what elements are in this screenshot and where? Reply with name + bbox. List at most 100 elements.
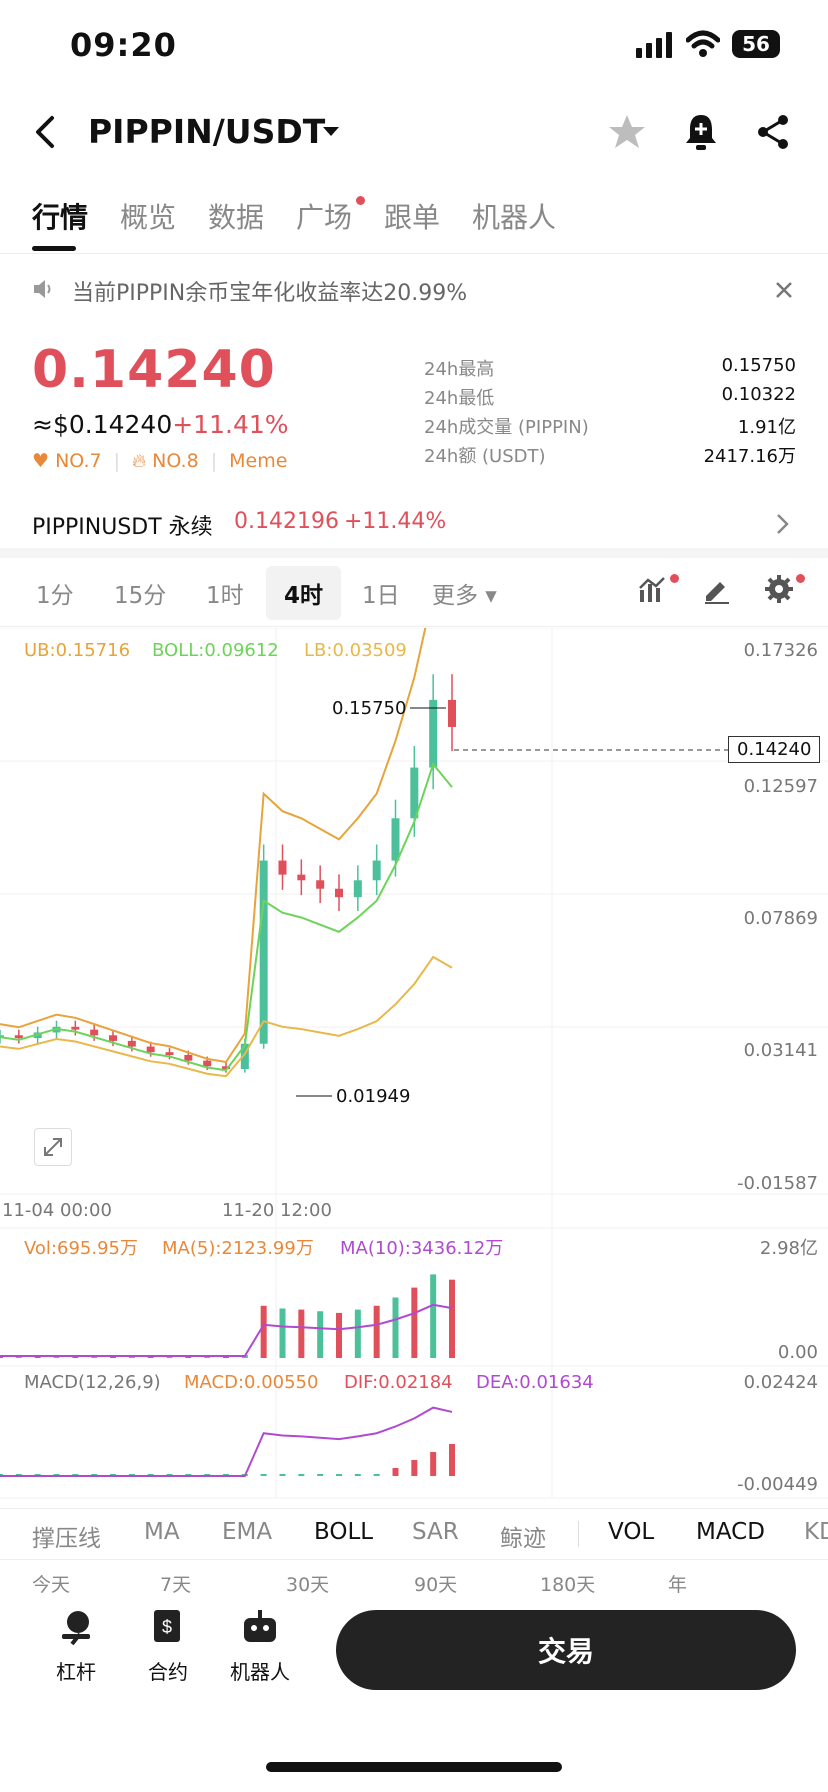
candle-body (71, 1026, 80, 1030)
price-axis-tick: -0.01587 (737, 1173, 818, 1194)
boll-mid-label: BOLL:0.09612 (152, 640, 279, 661)
back-icon[interactable] (30, 114, 60, 150)
candle-body (14, 1035, 23, 1039)
candle-body (278, 860, 287, 875)
macd-bars (0, 1406, 455, 1477)
tab-square[interactable]: 广场 (296, 201, 353, 234)
contract-icon: $ (154, 1610, 180, 1642)
macd-axis-top: 0.02424 (743, 1372, 818, 1393)
trade-button[interactable]: 交易 (336, 1610, 796, 1690)
time-axis-tick: 11-20 12:00 (222, 1200, 332, 1221)
volume-bar (336, 1312, 342, 1358)
draw-pen-icon[interactable] (702, 574, 732, 604)
divider (0, 626, 828, 627)
period-7d[interactable]: 7天 (160, 1574, 192, 1596)
grid (0, 627, 828, 1499)
timeframe-1d[interactable]: 1日 (362, 583, 400, 609)
speaker-icon (34, 280, 51, 298)
period-bar: 今天 7天 30天 90天 180天 年 (0, 1570, 828, 1600)
period-90d[interactable]: 90天 (414, 1574, 458, 1596)
period-30d[interactable]: 30天 (286, 1574, 330, 1596)
indicator-macd[interactable]: MACD (696, 1519, 765, 1545)
candle-body (146, 1046, 155, 1053)
candle-body (448, 699, 456, 727)
category-tag[interactable]: Meme (229, 450, 288, 472)
stat-value: 2417.16万 (703, 446, 796, 467)
rank-tag-2[interactable]: NO.8 (152, 450, 199, 472)
indicator-boll[interactable]: BOLL (314, 1519, 374, 1545)
macd-bar (336, 1474, 342, 1476)
stat-label: 24h最低 (424, 388, 495, 409)
macd-bar (298, 1474, 305, 1476)
candle-body (184, 1055, 193, 1061)
indicator-support[interactable]: 撑压线 (32, 1526, 101, 1552)
settings-gear-icon[interactable] (764, 574, 794, 604)
macd-dea: DEA:0.01634 (476, 1372, 594, 1393)
volume-bar (430, 1274, 437, 1358)
volume-bar (279, 1308, 286, 1358)
macd-bar (392, 1468, 399, 1476)
timeframe-15m[interactable]: 15分 (114, 583, 167, 609)
timeframe-4h[interactable]: 4时 (266, 566, 342, 620)
last-price: 0.14240 (32, 340, 276, 400)
chevron-down-icon[interactable] (322, 126, 340, 138)
vol-axis-top: 2.98亿 (759, 1238, 818, 1259)
candle-body (372, 860, 381, 881)
pair-title[interactable]: PIPPIN/USDT (88, 112, 326, 151)
volume-bar (260, 1305, 267, 1358)
indicator-kd[interactable]: KD (804, 1519, 828, 1545)
boll-upper-line (0, 590, 453, 1064)
candle-body (259, 860, 268, 1044)
stat-value: 1.91亿 (737, 417, 796, 438)
indicator-whale[interactable]: 鲸迹 (500, 1526, 546, 1552)
fullscreen-button[interactable] (34, 1128, 72, 1166)
time-axis-tick: 11-04 00:00 (2, 1200, 112, 1221)
timeframe-more[interactable]: 更多 ▾ (432, 583, 497, 609)
tab-overview[interactable]: 概览 (120, 201, 177, 234)
share-icon[interactable] (756, 114, 790, 150)
bell-add-icon[interactable] (684, 112, 718, 152)
indicator-ema[interactable]: EMA (222, 1519, 273, 1545)
notice-bar[interactable]: 当前PIPPIN余币宝年化收益率达20.99% (0, 268, 828, 312)
perp-row[interactable]: PIPPINUSDT 永续 0.142196 +11.44% (0, 505, 828, 551)
bot-label: 机器人 (230, 1660, 290, 1684)
price-axis-tick: 0.17326 (743, 640, 818, 661)
volume-bar (411, 1287, 418, 1358)
tab-market[interactable]: 行情 (32, 201, 89, 234)
timeframe-1m[interactable]: 1分 (36, 583, 74, 609)
close-icon[interactable] (774, 280, 794, 300)
period-1y[interactable]: 年 (668, 1574, 688, 1596)
tab-data[interactable]: 数据 (208, 201, 265, 234)
indicator-ma[interactable]: MA (144, 1519, 180, 1545)
period-180d[interactable]: 180天 (540, 1574, 596, 1596)
tab-copytrade[interactable]: 跟单 (384, 201, 441, 234)
indicator-vol[interactable]: VOL (608, 1519, 655, 1545)
stat-value: 0.15750 (721, 355, 796, 376)
boll-bands (0, 590, 453, 1078)
chart-svg[interactable] (0, 590, 828, 1508)
star-icon[interactable] (608, 113, 646, 151)
perp-name: PIPPINUSDT 永续 (32, 515, 213, 540)
svg-text:$: $ (162, 1617, 172, 1637)
volume-bar (373, 1305, 380, 1358)
rank-tag-1[interactable]: NO.7 (55, 450, 102, 472)
stat-label: 24h额 (USDT) (424, 446, 546, 467)
period-today[interactable]: 今天 (32, 1574, 71, 1596)
macd-bar (317, 1474, 324, 1476)
volume-bars (0, 1274, 455, 1358)
macd-value: MACD:0.00550 (184, 1372, 319, 1393)
price-change: +11.41% (172, 410, 289, 439)
contract-button[interactable]: $ 合约 (128, 1608, 208, 1685)
timeframe-1h[interactable]: 1时 (206, 583, 244, 609)
tab-bot[interactable]: 机器人 (472, 201, 557, 234)
notice-text: 当前PIPPIN余币宝年化收益率达20.99% (72, 281, 468, 306)
wifi-icon (686, 30, 720, 57)
indicator-icon[interactable] (638, 574, 668, 604)
bot-button[interactable]: 机器人 (220, 1608, 300, 1685)
notification-dot (670, 574, 679, 583)
active-tab-indicator (32, 246, 76, 251)
indicator-sar[interactable]: SAR (412, 1519, 459, 1545)
kline-chart[interactable]: UB:0.15716 BOLL:0.09612 LB:0.03509 0.173… (0, 590, 828, 1508)
price-axis-tick: 0.07869 (743, 908, 818, 929)
leverage-button[interactable]: 杠杆 (36, 1608, 116, 1685)
